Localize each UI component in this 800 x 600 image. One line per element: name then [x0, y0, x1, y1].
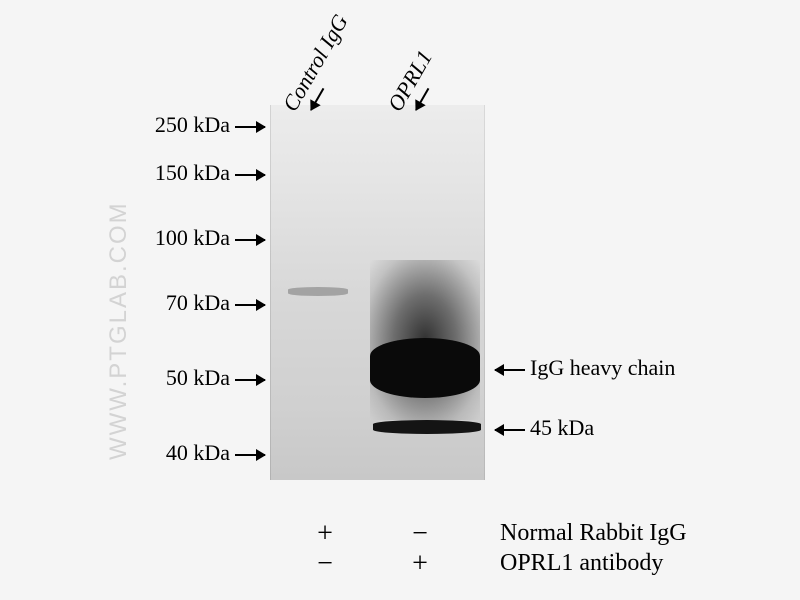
arrow-right-icon [235, 454, 265, 456]
band [370, 338, 480, 398]
treatment-sign: + [410, 548, 430, 580]
mw-marker-label: 100 kDa [155, 225, 230, 250]
band-annotation: 45 kDa [495, 415, 594, 441]
treatment-label: Normal Rabbit IgG [500, 520, 687, 547]
arrow-left-icon [495, 429, 525, 431]
mw-marker-label: 250 kDa [155, 112, 230, 137]
arrow-right-icon [235, 304, 265, 306]
treatment-sign: − [315, 548, 335, 580]
arrow-right-icon [235, 126, 265, 128]
mw-marker-label: 70 kDa [166, 290, 230, 315]
band-annotation-text: 45 kDa [530, 415, 594, 440]
band [373, 420, 481, 434]
mw-marker-label: 40 kDa [166, 440, 230, 465]
mw-marker-label: 50 kDa [166, 365, 230, 390]
blot-figure: WWW.PTGLAB.COM 250 kDa150 kDa100 kDa70 k… [0, 0, 800, 600]
mw-marker-label: 150 kDa [155, 160, 230, 185]
arrow-right-icon [235, 379, 265, 381]
arrow-left-icon [495, 369, 525, 371]
arrow-right-icon [235, 174, 265, 176]
arrow-right-icon [235, 239, 265, 241]
mw-marker: 250 kDa [105, 112, 265, 138]
mw-marker: 40 kDa [105, 440, 265, 466]
treatment-sign: − [410, 518, 430, 550]
mw-marker: 50 kDa [105, 365, 265, 391]
band [288, 287, 348, 296]
mw-marker: 150 kDa [105, 160, 265, 186]
treatment-sign: + [315, 518, 335, 550]
treatment-label: OPRL1 antibody [500, 550, 663, 577]
mw-marker: 70 kDa [105, 290, 265, 316]
mw-marker: 100 kDa [105, 225, 265, 251]
band-annotation: IgG heavy chain [495, 355, 675, 381]
band-annotation-text: IgG heavy chain [530, 355, 675, 380]
